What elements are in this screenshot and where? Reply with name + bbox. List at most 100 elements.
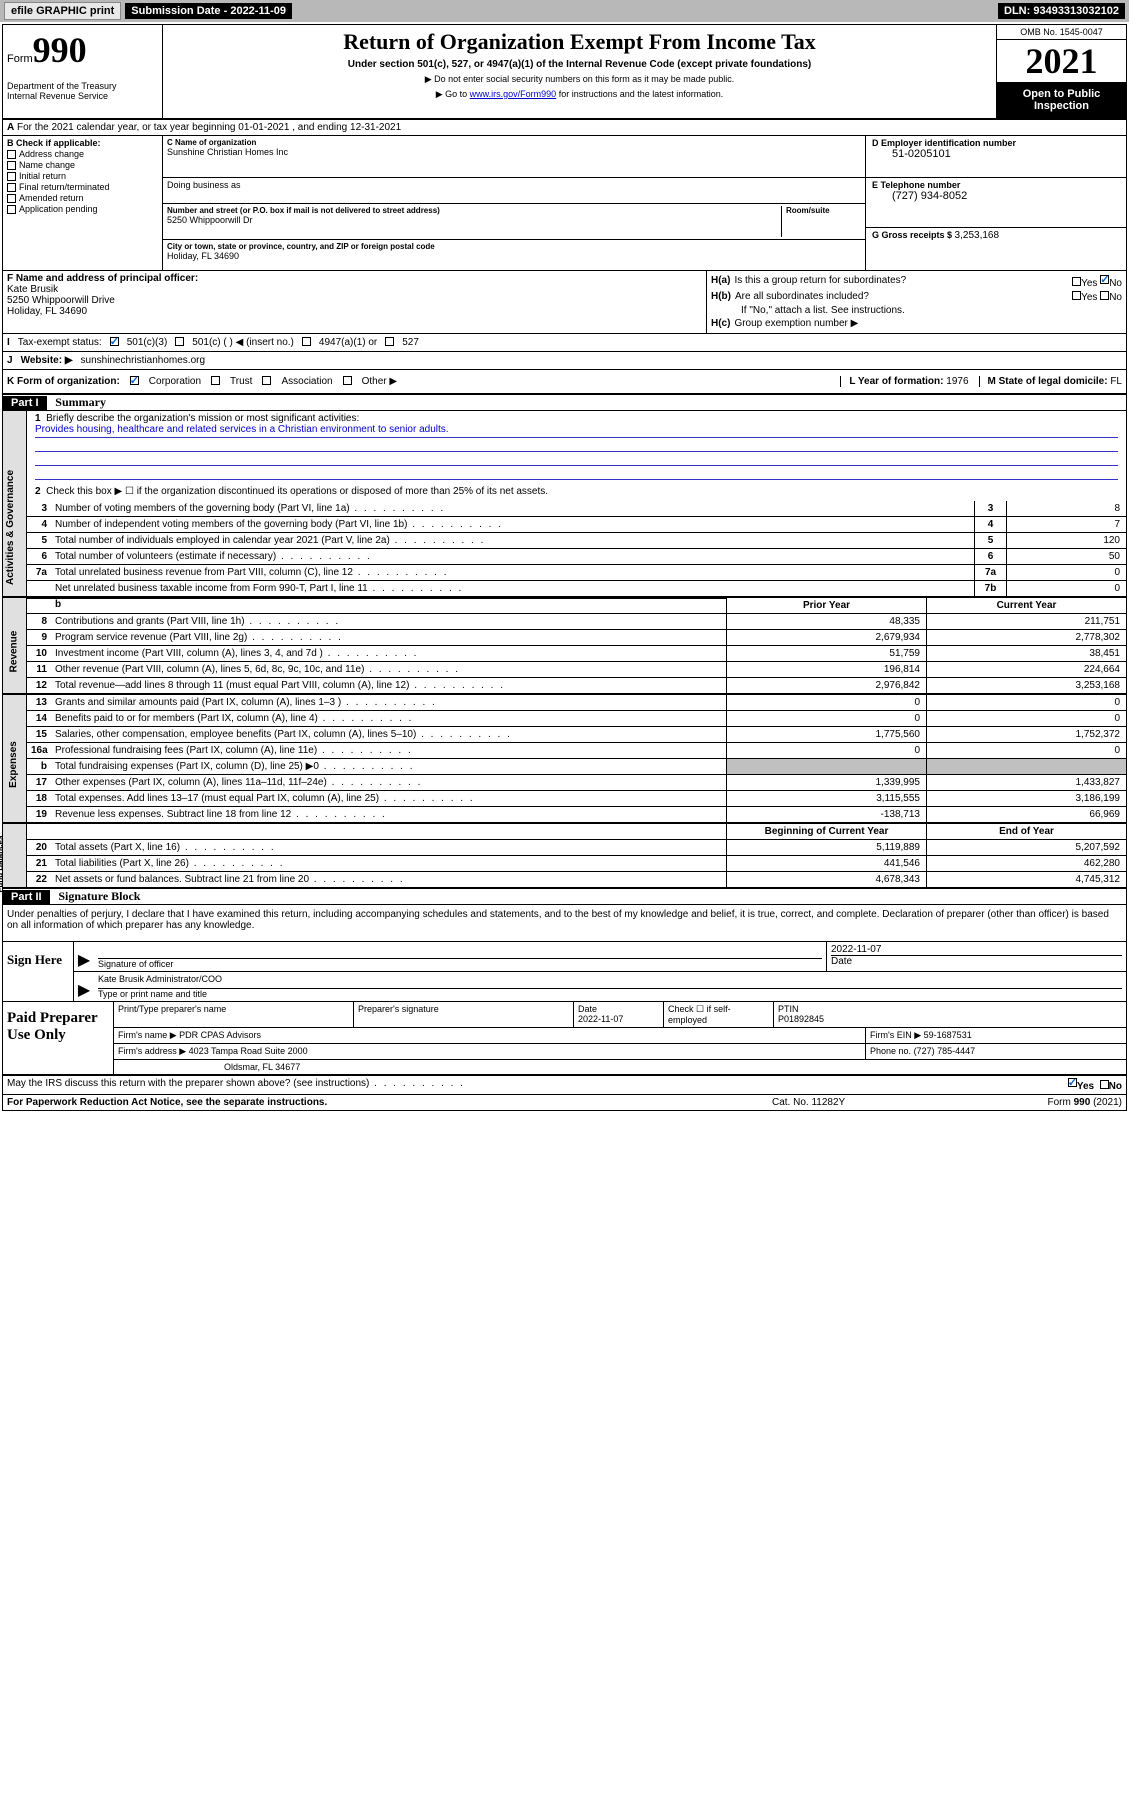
line-num: 15 <box>27 727 51 742</box>
irs-link[interactable]: www.irs.gov/Form990 <box>470 89 557 99</box>
mission-text: Provides housing, healthcare and related… <box>35 424 1118 438</box>
chk-501c[interactable] <box>175 337 184 346</box>
line-value: 8 <box>1006 501 1126 516</box>
sig-name-label: Type or print name and title <box>98 988 1122 999</box>
gross-receipts-value: 3,253,168 <box>955 230 1000 241</box>
chk-discuss-no[interactable] <box>1100 1080 1109 1089</box>
expense-line-19: 19 Revenue less expenses. Subtract line … <box>27 807 1126 822</box>
chk-initial-return[interactable] <box>7 172 16 181</box>
chk-corporation[interactable] <box>130 376 139 385</box>
line-text: Grants and similar amounts paid (Part IX… <box>51 695 726 710</box>
line-num: 8 <box>27 614 51 629</box>
dba-label: Doing business as <box>167 180 861 190</box>
year-formation: 1976 <box>946 376 968 387</box>
current-year-value <box>926 759 1126 774</box>
org-address: 5250 Whippoorwill Dr <box>167 215 781 225</box>
chk-527[interactable] <box>385 337 394 346</box>
chk-hb-yes[interactable] <box>1072 291 1081 300</box>
prior-year-value: 196,814 <box>726 662 926 677</box>
expense-line-18: 18 Total expenses. Add lines 13–17 (must… <box>27 791 1126 807</box>
chk-ha-no[interactable] <box>1100 275 1109 284</box>
cat-no: Cat. No. 11282Y <box>772 1097 972 1108</box>
org-name-label: C Name of organization <box>167 138 861 147</box>
opt-assoc: Association <box>281 376 332 387</box>
website-label: Website: ▶ <box>21 355 73 366</box>
footer: For Paperwork Reduction Act Notice, see … <box>3 1095 1126 1110</box>
line-value: 120 <box>1006 533 1126 548</box>
firm-phone-value: (727) 785-4447 <box>914 1046 976 1056</box>
efile-print-button[interactable]: efile GRAPHIC print <box>4 2 121 20</box>
revenue-section: Revenue b Prior Year Current Year 8 Cont… <box>3 598 1126 695</box>
footer-form-pre: Form <box>1048 1097 1074 1108</box>
subdate-value: 2022-11-09 <box>230 5 286 17</box>
col-hdr-begin-year: Beginning of Current Year <box>726 824 926 839</box>
summary-line-6: 6 Total number of volunteers (estimate i… <box>27 549 1126 565</box>
chk-name-change[interactable] <box>7 161 16 170</box>
form-number: 990 <box>33 29 87 71</box>
prior-year-value: 3,115,555 <box>726 791 926 806</box>
line-text: Program service revenue (Part VIII, line… <box>51 630 726 645</box>
col-b-checkboxes: B Check if applicable: Address change Na… <box>3 136 163 270</box>
paid-preparer-block: Paid Preparer Use Only Print/Type prepar… <box>3 1002 1126 1076</box>
lbl-initial-return: Initial return <box>19 171 66 181</box>
lbl-address-change: Address change <box>19 149 84 159</box>
current-year-value: 211,751 <box>926 614 1126 629</box>
line-num: b <box>27 759 51 774</box>
prior-year-value: 1,339,995 <box>726 775 926 790</box>
begin-year-value: 4,678,343 <box>726 872 926 887</box>
line-num: 7a <box>27 565 51 580</box>
chk-other[interactable] <box>343 376 352 385</box>
part-2-header: Part II Signature Block <box>3 889 1126 905</box>
section-fh: F Name and address of principal officer:… <box>3 271 1126 334</box>
current-year-value: 0 <box>926 743 1126 758</box>
line-text: Salaries, other compensation, employee b… <box>51 727 726 742</box>
paid-preparer-label: Paid Preparer Use Only <box>3 1002 113 1074</box>
part-1-title: Summary <box>49 395 106 409</box>
phone-label: E Telephone number <box>872 180 1120 190</box>
line-num: 16a <box>27 743 51 758</box>
expense-line-17: 17 Other expenses (Part IX, column (A), … <box>27 775 1126 791</box>
col-de: D Employer identification number 51-0205… <box>866 136 1126 270</box>
chk-trust[interactable] <box>211 376 220 385</box>
chk-amended-return[interactable] <box>7 194 16 203</box>
prep-self-emp: Check ☐ if self-employed <box>668 1004 731 1025</box>
mission-label: Briefly describe the organization's miss… <box>46 413 359 424</box>
line-text: Investment income (Part VIII, column (A)… <box>51 646 726 661</box>
chk-final-return[interactable] <box>7 183 16 192</box>
line-num <box>27 581 51 596</box>
chk-hb-no[interactable] <box>1100 291 1109 300</box>
phone-value: (727) 934-8052 <box>872 190 1120 202</box>
hb-text: Are all subordinates included? <box>735 291 869 303</box>
chk-association[interactable] <box>262 376 271 385</box>
officer-addr2: Holiday, FL 34690 <box>7 306 702 317</box>
chk-discuss-yes[interactable] <box>1068 1078 1077 1087</box>
subdate-label: Submission Date - <box>131 5 230 17</box>
line-box-label: 7a <box>974 565 1006 580</box>
firm-ein-value: 59-1687531 <box>924 1030 972 1040</box>
opt-corp: Corporation <box>149 376 201 387</box>
chk-app-pending[interactable] <box>7 205 16 214</box>
chk-4947[interactable] <box>302 337 311 346</box>
ptin-label: PTIN <box>778 1004 799 1014</box>
section-bcde: B Check if applicable: Address change Na… <box>3 136 1126 271</box>
line-num: 11 <box>27 662 51 677</box>
section-f: F Name and address of principal officer:… <box>3 271 706 333</box>
expense-line-16a: 16a Professional fundraising fees (Part … <box>27 743 1126 759</box>
row-i-tax-status: I Tax-exempt status: 501(c)(3) 501(c) ( … <box>3 334 1126 352</box>
line-value: 0 <box>1006 565 1126 580</box>
prior-year-value: -138,713 <box>726 807 926 822</box>
opt-501c: 501(c) ( ) ◀ (insert no.) <box>192 337 294 348</box>
summary-line-3: 3 Number of voting members of the govern… <box>27 501 1126 517</box>
opt-4947: 4947(a)(1) or <box>319 337 377 348</box>
chk-address-change[interactable] <box>7 150 16 159</box>
chk-ha-yes[interactable] <box>1072 277 1081 286</box>
revenue-line-11: 11 Other revenue (Part VIII, column (A),… <box>27 662 1126 678</box>
line-num: 4 <box>27 517 51 532</box>
opt-trust: Trust <box>230 376 252 387</box>
line-2-text: Check this box ▶ ☐ if the organization d… <box>46 486 548 497</box>
line-text: Net unrelated business taxable income fr… <box>51 581 974 596</box>
lbl-amended-return: Amended return <box>19 193 84 203</box>
lbl-final-return: Final return/terminated <box>19 182 110 192</box>
chk-501c3[interactable] <box>110 337 119 346</box>
sig-date-value: 2022-11-07 <box>831 944 1122 955</box>
